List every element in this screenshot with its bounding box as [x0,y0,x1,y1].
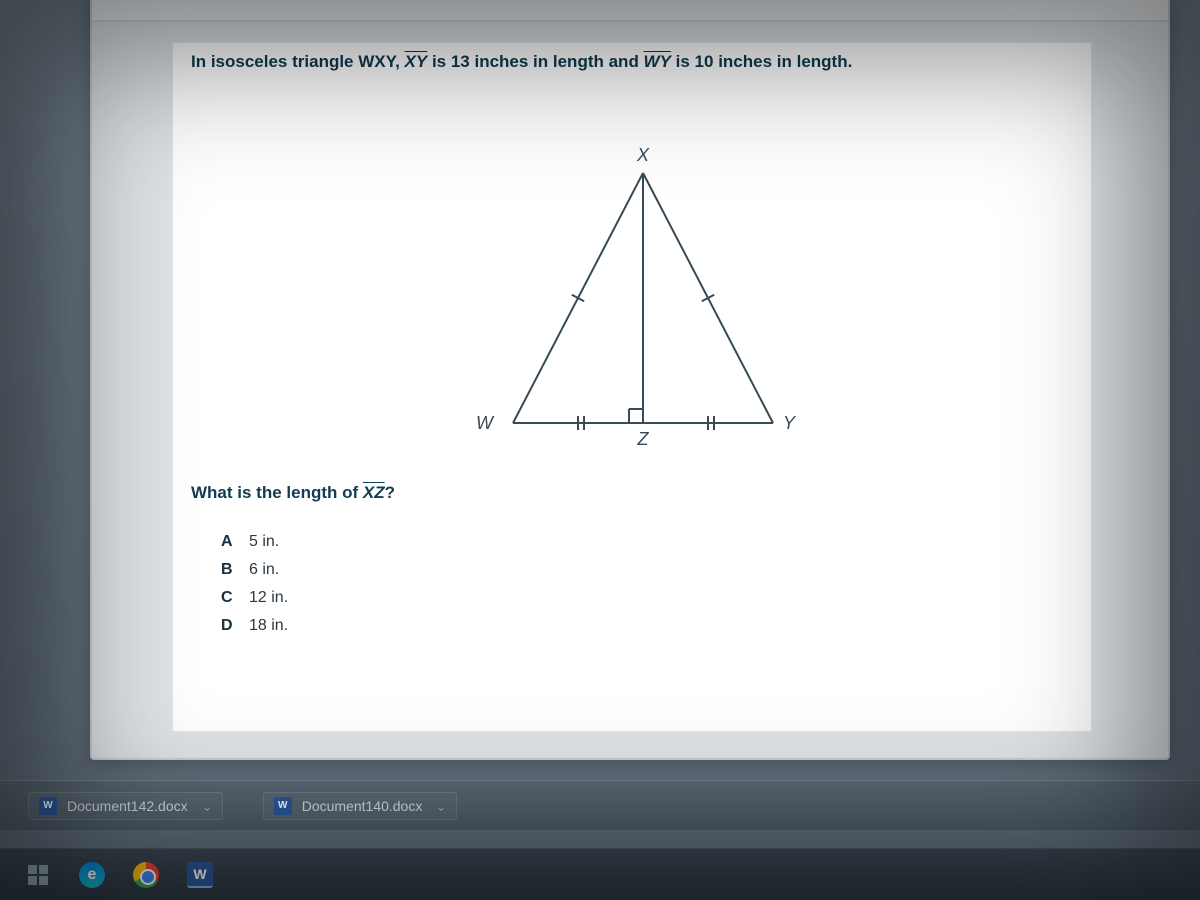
triangle-svg: W Y X Z [453,143,853,463]
word-file-icon: W [274,797,292,815]
choice-text: 5 in. [249,533,279,551]
download-item[interactable]: W Document140.docx ⌃ [263,792,458,820]
word-icon: W [187,862,213,888]
svg-text:W: W [476,413,495,433]
taskbar: W [0,848,1200,900]
sub-text-1: What is the length of [191,483,363,502]
choice-text: 6 in. [249,561,279,579]
chevron-down-icon: ⌃ [202,799,212,813]
choice-letter: A [221,533,249,551]
choice-text: 12 in. [249,589,288,607]
choice-b[interactable]: B6 in. [221,561,288,579]
stem-text-2: is 13 inches in length and [427,52,643,71]
choice-letter: B [221,561,249,579]
edge-icon [79,862,105,888]
chrome-taskbar-button[interactable] [122,855,170,895]
svg-text:X: X [636,145,650,165]
browser-content-frame: In isosceles triangle WXY, XY is 13 inch… [90,0,1170,760]
choice-c[interactable]: C12 in. [221,589,288,607]
choice-a[interactable]: A5 in. [221,533,288,551]
svg-text:Z: Z [637,429,650,449]
segment-wy: WY [644,52,671,71]
sub-text-2: ? [385,483,395,502]
stem-text-1: In isosceles triangle WXY, [191,52,405,71]
word-taskbar-button[interactable]: W [176,855,224,895]
stem-text-3: is 10 inches in length. [671,52,852,71]
chevron-down-icon: ⌃ [436,799,446,813]
svg-text:Y: Y [783,413,797,433]
question-card: In isosceles triangle WXY, XY is 13 inch… [172,42,1092,732]
word-file-icon: W [39,797,57,815]
choice-letter: D [221,617,249,635]
download-item[interactable]: W Document142.docx ⌃ [28,792,223,820]
choice-d[interactable]: D18 in. [221,617,288,635]
windows-icon [28,865,48,885]
answer-choices: A5 in.B6 in.C12 in.D18 in. [221,523,288,645]
choice-letter: C [221,589,249,607]
choice-text: 18 in. [249,617,288,635]
chrome-icon [133,862,159,888]
edge-taskbar-button[interactable] [68,855,116,895]
segment-xz: XZ [363,483,385,502]
question-subprompt: What is the length of XZ? [191,483,395,503]
download-filename: Document142.docx [67,798,188,814]
download-shelf: W Document142.docx ⌃ W Document140.docx ⌃ [0,780,1200,830]
download-filename: Document140.docx [302,798,423,814]
segment-xy: XY [405,52,428,71]
start-button[interactable] [14,855,62,895]
triangle-diagram: W Y X Z [453,143,853,463]
question-stem: In isosceles triangle WXY, XY is 13 inch… [173,43,1091,74]
